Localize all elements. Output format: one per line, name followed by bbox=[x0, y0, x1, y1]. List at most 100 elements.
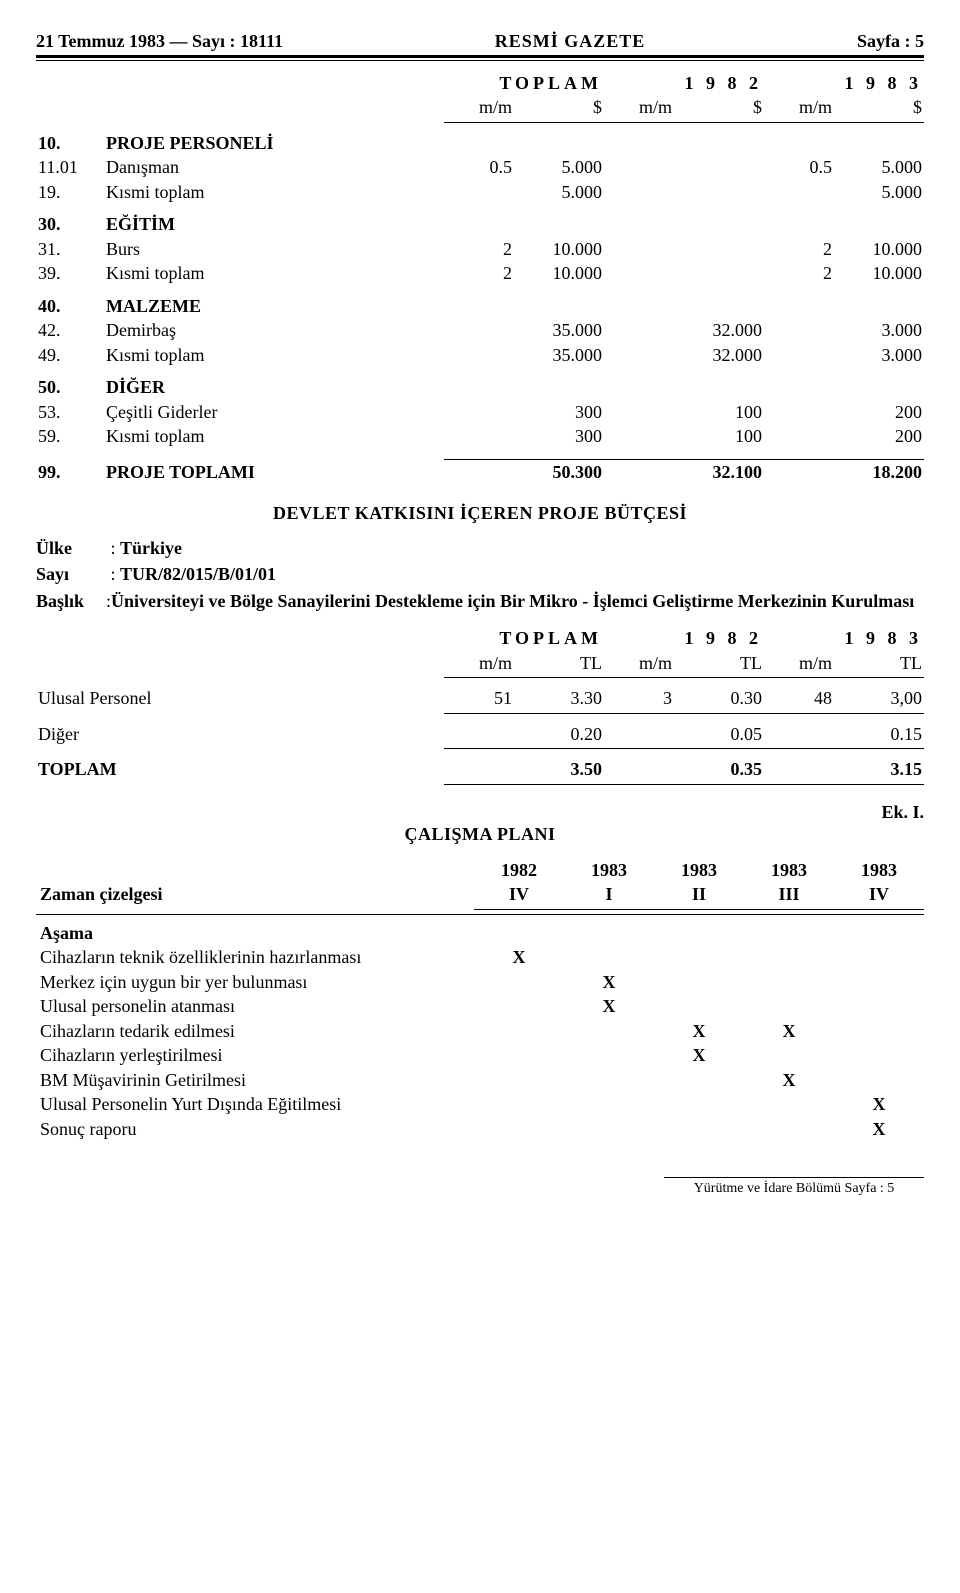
cell bbox=[674, 155, 764, 180]
cell: 0.20 bbox=[514, 722, 604, 747]
plan-item-label: Cihazların tedarik edilmesi bbox=[36, 1019, 474, 1044]
plan-mark bbox=[834, 945, 924, 970]
table-row: Diğer0.200.050.15 bbox=[36, 722, 924, 747]
plan-mark bbox=[474, 1068, 564, 1093]
col-mm: m/m bbox=[604, 651, 674, 676]
section-code: 50. bbox=[36, 375, 104, 400]
section-title: DİĞER bbox=[104, 375, 444, 400]
cell: 10.000 bbox=[834, 261, 924, 286]
cell: 3,00 bbox=[834, 686, 924, 711]
cell: 51 bbox=[444, 686, 514, 711]
col-mm: m/m bbox=[604, 95, 674, 120]
cell bbox=[604, 343, 674, 368]
page-footer: Yürütme ve İdare Bölümü Sayfa : 5 bbox=[36, 1177, 924, 1198]
cell bbox=[674, 237, 764, 262]
row-label: Kısmi toplam bbox=[104, 261, 444, 286]
header-right: Sayfa : 5 bbox=[857, 30, 924, 53]
meta-sep bbox=[111, 538, 121, 558]
plan-quarter: IV bbox=[474, 882, 564, 907]
cell bbox=[764, 722, 834, 747]
cell: 10.000 bbox=[834, 237, 924, 262]
plan-quarter: I bbox=[564, 882, 654, 907]
plan-row-label: Zaman çizelgesi bbox=[36, 882, 474, 907]
cell bbox=[604, 757, 674, 782]
plan-mark bbox=[744, 1117, 834, 1142]
row-label: Diğer bbox=[36, 722, 444, 747]
plan-mark bbox=[744, 994, 834, 1019]
cell: 35.000 bbox=[514, 318, 604, 343]
row-code: 59. bbox=[36, 424, 104, 449]
cell: 50.300 bbox=[514, 459, 604, 484]
cell: 2 bbox=[444, 237, 514, 262]
cell bbox=[764, 180, 834, 205]
col-cur: $ bbox=[674, 95, 764, 120]
plan-item-label: Cihazların teknik özelliklerinin hazırla… bbox=[36, 945, 474, 970]
cell: 5.000 bbox=[834, 155, 924, 180]
col-mm: m/m bbox=[764, 95, 834, 120]
cell: 3.000 bbox=[834, 318, 924, 343]
plan-item-label: Ulusal Personelin Yurt Dışında Eğitilmes… bbox=[36, 1092, 474, 1117]
plan-item-label: Ulusal personelin atanması bbox=[36, 994, 474, 1019]
plan-mark: X bbox=[654, 1043, 744, 1068]
plan-mark bbox=[474, 1019, 564, 1044]
plan-row: Cihazların tedarik edilmesi XX bbox=[36, 1019, 924, 1044]
plan-mark bbox=[564, 1019, 654, 1044]
plan-year: 1983 bbox=[744, 858, 834, 883]
cell: 5.000 bbox=[514, 180, 604, 205]
plan-year: 1982 bbox=[474, 858, 564, 883]
cell bbox=[604, 155, 674, 180]
plan-mark bbox=[744, 1043, 834, 1068]
cell: 0.5 bbox=[764, 155, 834, 180]
cell bbox=[674, 180, 764, 205]
cell: 32.000 bbox=[674, 318, 764, 343]
footer-text: Yürütme ve İdare Bölümü Sayfa : 5 bbox=[664, 1177, 924, 1198]
cell bbox=[444, 180, 514, 205]
plan-table-body: AşamaCihazların teknik özelliklerinin ha… bbox=[36, 921, 924, 1142]
cell: 10.000 bbox=[514, 261, 604, 286]
table-row: 39.Kısmi toplam210.000210.000 bbox=[36, 261, 924, 286]
meta-sayi-value: TUR/82/015/B/01/01 bbox=[120, 564, 276, 584]
meta-sayi-label: Sayı bbox=[36, 563, 106, 586]
cell: 32.100 bbox=[674, 459, 764, 484]
cell: 0.35 bbox=[674, 757, 764, 782]
cell bbox=[444, 343, 514, 368]
row-code: 31. bbox=[36, 237, 104, 262]
row-label: Danışman bbox=[104, 155, 444, 180]
section-code: 40. bbox=[36, 294, 104, 319]
cell: 3.15 bbox=[834, 757, 924, 782]
section-title: MALZEME bbox=[104, 294, 444, 319]
plan-mark bbox=[654, 945, 744, 970]
row-label: Demirbaş bbox=[104, 318, 444, 343]
cell: 2 bbox=[764, 261, 834, 286]
row-label: Burs bbox=[104, 237, 444, 262]
section-code: 10. bbox=[36, 131, 104, 156]
header-rule bbox=[36, 60, 924, 61]
plan-item-label: Cihazların yerleştirilmesi bbox=[36, 1043, 474, 1068]
plan-mark: X bbox=[564, 970, 654, 995]
col-cur: TL bbox=[834, 651, 924, 676]
row-code: 19. bbox=[36, 180, 104, 205]
meta-ulke-value: Türkiye bbox=[120, 538, 182, 558]
plan-mark bbox=[474, 1092, 564, 1117]
cell bbox=[674, 261, 764, 286]
plan-mark bbox=[654, 1092, 744, 1117]
row-label: Çeşitli Giderler bbox=[104, 400, 444, 425]
col-1983: 1 9 8 3 bbox=[764, 71, 924, 96]
col-mm: m/m bbox=[444, 95, 514, 120]
cell: 0.5 bbox=[444, 155, 514, 180]
plan-mark: X bbox=[834, 1092, 924, 1117]
meta-ulke: Ülke Türkiye bbox=[36, 537, 924, 560]
cell bbox=[604, 318, 674, 343]
col-mm: m/m bbox=[444, 651, 514, 676]
budget-table-2: TOPLAM1 9 8 21 9 8 3m/mTLm/mTLm/mTL Ulus… bbox=[36, 626, 924, 793]
meta-ulke-label: Ülke bbox=[36, 537, 106, 560]
header-mid: RESMİ GAZETE bbox=[495, 30, 646, 53]
table-row: 59.Kısmi toplam300100200 bbox=[36, 424, 924, 449]
cell bbox=[604, 400, 674, 425]
plan-mark: X bbox=[744, 1019, 834, 1044]
row-label: Kısmi toplam bbox=[104, 180, 444, 205]
cell: 3.50 bbox=[514, 757, 604, 782]
cell: 3 bbox=[604, 686, 674, 711]
plan-mark: X bbox=[654, 1019, 744, 1044]
cell: 0.05 bbox=[674, 722, 764, 747]
